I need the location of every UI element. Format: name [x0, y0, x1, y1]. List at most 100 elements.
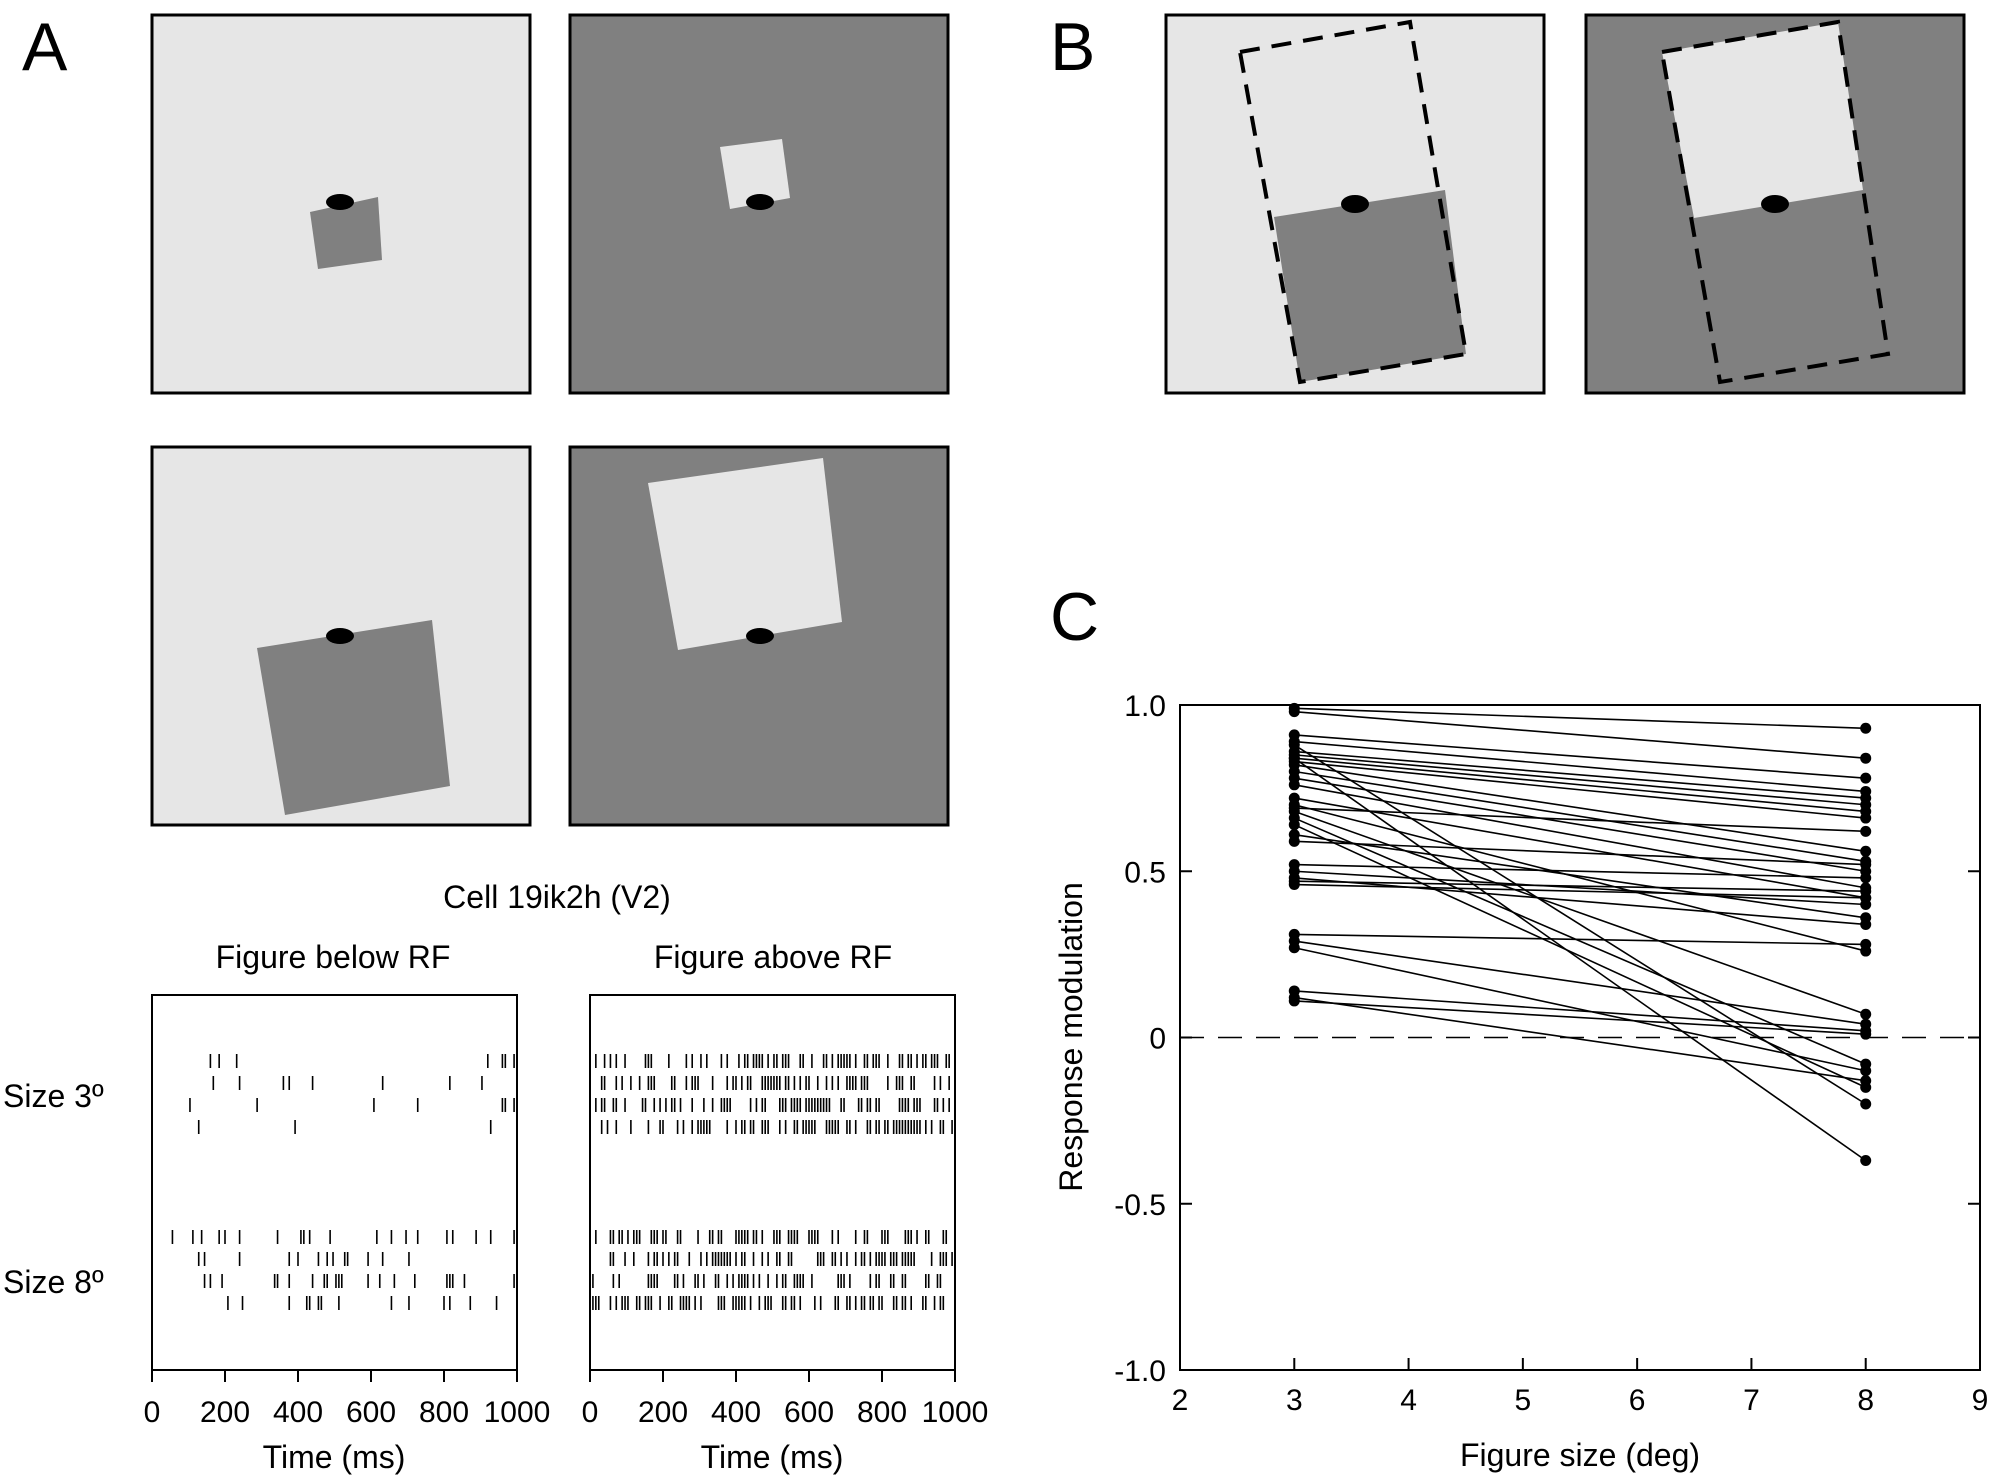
raster-left-tick-label: 400 — [273, 1396, 323, 1429]
stimulus-a-small-above — [568, 13, 950, 395]
x-tick-label: 9 — [1972, 1384, 1989, 1417]
series-line-19 — [1294, 863, 1866, 879]
stimulus-a-small-below — [150, 13, 532, 395]
data-point-8deg — [1860, 918, 1872, 930]
chart-xlabel: Figure size (deg) — [1460, 1437, 1700, 1473]
data-point-8deg — [1860, 1081, 1872, 1093]
series-line-22 — [1294, 880, 1866, 892]
receptive-field-marker — [746, 628, 774, 644]
series-line-27 — [1294, 990, 1866, 1032]
series-line-5 — [1294, 750, 1866, 799]
data-point-3deg — [1288, 819, 1300, 831]
x-tick-label: 3 — [1286, 1384, 1303, 1417]
y-tick-label: 1.0 — [1124, 690, 1166, 723]
raster-right-tick-label: 1000 — [922, 1396, 989, 1429]
outline-square — [1237, 19, 1469, 385]
data-point-8deg — [1860, 1155, 1872, 1167]
stimulus-b-above — [1584, 13, 1966, 395]
data-point-8deg — [1860, 938, 1872, 950]
raster-right-title: Figure above RF — [654, 939, 892, 975]
raster-right-tick-label: 400 — [711, 1396, 761, 1429]
series-line-16 — [1293, 817, 1867, 1065]
receptive-field-marker — [326, 628, 354, 644]
series-line-11 — [1294, 777, 1866, 873]
series-line-21 — [1294, 877, 1866, 926]
series-line-1 — [1294, 707, 1866, 730]
raster-right-tick-label: 200 — [638, 1396, 688, 1429]
raster-box-right — [589, 994, 956, 1371]
data-point-8deg — [1860, 812, 1872, 824]
stimulus-a-large-below — [150, 445, 532, 827]
raster-left-title: Figure below RF — [216, 939, 451, 975]
raster-row-label-large: Size 8º — [3, 1264, 104, 1300]
raster-right-tick-label: 800 — [857, 1396, 907, 1429]
panel-label-c: C — [1050, 579, 1099, 655]
y-tick-label: -1.0 — [1114, 1355, 1166, 1388]
data-point-3deg — [1288, 942, 1300, 954]
series-line-23 — [1294, 883, 1866, 899]
raster-left-tick-label: 200 — [200, 1396, 250, 1429]
cell-title: Cell 19ik2h (V2) — [443, 879, 671, 915]
series-line-32 — [1293, 823, 1867, 1089]
raster-right-tick-label: 0 — [582, 1396, 599, 1429]
series-line-33 — [1294, 807, 1866, 833]
data-point-3deg — [1288, 835, 1300, 847]
raster-left-xlabel: Time (ms) — [263, 1439, 406, 1475]
data-point-8deg — [1860, 1098, 1872, 1110]
raster-left-tick-label: 800 — [419, 1396, 469, 1429]
y-tick-label: 0 — [1149, 1023, 1166, 1056]
x-tick-label: 5 — [1515, 1384, 1532, 1417]
series-line-25 — [1294, 940, 1866, 1025]
raster-box-left — [151, 994, 518, 1371]
y-tick-label: -0.5 — [1114, 1189, 1166, 1222]
series-line-3 — [1294, 734, 1866, 779]
data-point-8deg — [1860, 772, 1872, 784]
x-tick-label: 6 — [1629, 1384, 1646, 1417]
series-line-9 — [1294, 764, 1866, 853]
receptive-field-marker — [326, 194, 354, 210]
panel-label-b: B — [1050, 9, 1095, 85]
receptive-field-marker — [1761, 195, 1789, 213]
x-tick-label: 4 — [1400, 1384, 1417, 1417]
data-point-8deg — [1860, 845, 1872, 857]
series-line-29 — [1294, 1000, 1866, 1035]
series-line-14 — [1294, 803, 1866, 952]
series-line-24 — [1294, 933, 1866, 946]
data-point-8deg — [1860, 1065, 1872, 1077]
panel-label-a: A — [22, 9, 68, 85]
data-point-3deg — [1288, 739, 1300, 751]
series-line-12 — [1294, 784, 1866, 889]
receptive-field-marker — [1341, 195, 1369, 213]
data-point-3deg — [1288, 995, 1300, 1007]
raster-right-xlabel: Time (ms) — [701, 1439, 844, 1475]
receptive-field-marker — [746, 194, 774, 210]
stimulus-b-below — [1164, 13, 1546, 395]
chart-c: 2 3 4 5 6 7 8 9 1.0 0.5 0 -0.5 -1.0 — [1114, 690, 1988, 1417]
series-line-30 — [1293, 744, 1867, 1105]
outline-square — [1659, 19, 1891, 385]
chart-ylabel: Response modulation — [1053, 882, 1089, 1192]
data-point-8deg — [1860, 872, 1872, 884]
raster-left-spikes — [171, 1054, 515, 1310]
x-tick-label: 7 — [1743, 1384, 1760, 1417]
data-point-3deg — [1288, 802, 1300, 814]
raster-right-spikes — [589, 1054, 953, 1310]
series-line-18 — [1294, 840, 1866, 866]
data-point-8deg — [1860, 892, 1872, 904]
data-point-8deg — [1860, 825, 1872, 837]
x-tick-label: 8 — [1857, 1384, 1874, 1417]
raster-row-label-small: Size 3º — [3, 1078, 104, 1114]
data-point-3deg — [1288, 779, 1300, 791]
y-tick-label: 0.5 — [1124, 856, 1166, 889]
series-line-15 — [1294, 810, 1866, 1015]
data-point-3deg — [1288, 879, 1300, 891]
raster-left-tick-label: 600 — [346, 1396, 396, 1429]
series-line-28 — [1294, 996, 1866, 1082]
x-tick-label: 2 — [1172, 1384, 1189, 1417]
series-line-31 — [1293, 757, 1867, 1162]
raster-right-x-axis: 0 200 400 600 800 1000 Time (ms) — [582, 1370, 989, 1475]
series-line-7 — [1294, 757, 1866, 813]
raster-right-tick-label: 600 — [784, 1396, 834, 1429]
data-point-8deg — [1860, 859, 1872, 871]
